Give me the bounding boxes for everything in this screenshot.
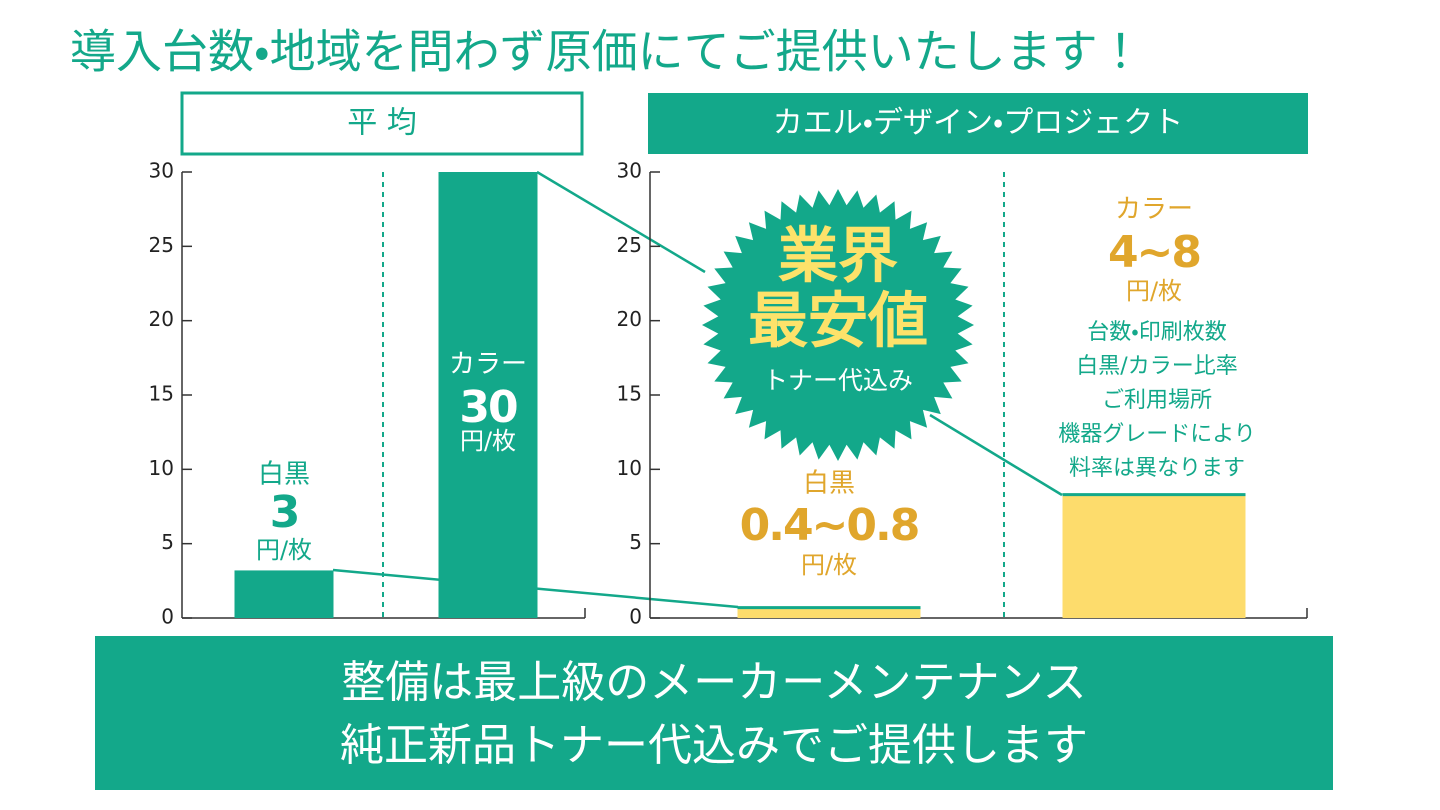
unit-label: 円/枚 [1126, 277, 1182, 305]
y-tick-label: 30 [617, 159, 642, 183]
y-tick-label: 20 [149, 307, 174, 331]
headline: 導入台数・地域を問わず原価にてご提供いたします！ [70, 25, 1144, 79]
category-label: 白黒 [258, 460, 310, 490]
y-tick-label: 0 [629, 605, 642, 629]
y-tick-label: 5 [161, 530, 174, 554]
connector [536, 170, 706, 274]
note-line: 料率は異なります [1069, 456, 1245, 481]
y-tick-label: 15 [617, 382, 642, 406]
panel-title-box [648, 93, 1308, 154]
note-line: ご利用場所 [1102, 388, 1212, 413]
price-label: 4~8 [1108, 227, 1200, 278]
y-tick-label: 25 [617, 233, 642, 257]
price-label: 30 [459, 382, 517, 433]
bar [1062, 494, 1246, 618]
y-tick-label: 10 [149, 456, 174, 480]
panel-title-box [180, 91, 584, 156]
category-label: 白黒 [803, 469, 855, 499]
price-label: 3 [270, 487, 299, 538]
note-line: 機器グレードにより [1058, 422, 1256, 447]
price-label: 0.4~0.8 [740, 500, 919, 551]
bar [737, 607, 921, 618]
footer-line: 純正新品トナー代込みでご提供します [340, 720, 1088, 771]
badge-line: 最安値 [748, 287, 928, 357]
y-tick-label: 0 [161, 605, 174, 629]
bar [234, 570, 334, 618]
category-label: カラー [449, 350, 527, 380]
y-tick-label: 25 [149, 233, 174, 257]
y-tick-label: 15 [149, 382, 174, 406]
panel-title: 平 均 [347, 106, 417, 141]
y-tick-label: 10 [617, 456, 642, 480]
badge-sub: トナー代込み [763, 366, 913, 395]
unit-label: 円/枚 [801, 551, 857, 579]
y-tick-label: 20 [617, 307, 642, 331]
connector [929, 413, 1063, 497]
unit-label: 円/枚 [460, 427, 516, 455]
unit-label: 円/枚 [256, 536, 312, 564]
badge-line: 業界 [778, 222, 898, 292]
y-tick-label: 5 [629, 530, 642, 554]
panel-title: カエル・デザイン・プロジェクト [773, 106, 1183, 141]
footer-line: 整備は最上級のメーカーメンテナンス [341, 657, 1086, 708]
y-tick-label: 30 [149, 159, 174, 183]
footer-box [95, 636, 1333, 790]
note-line: 台数・印刷枚数 [1087, 320, 1226, 345]
badge-burst [702, 189, 974, 461]
note-line: 白黒/カラー比率 [1076, 354, 1237, 379]
category-label: カラー [1115, 195, 1193, 225]
bar [438, 172, 538, 618]
